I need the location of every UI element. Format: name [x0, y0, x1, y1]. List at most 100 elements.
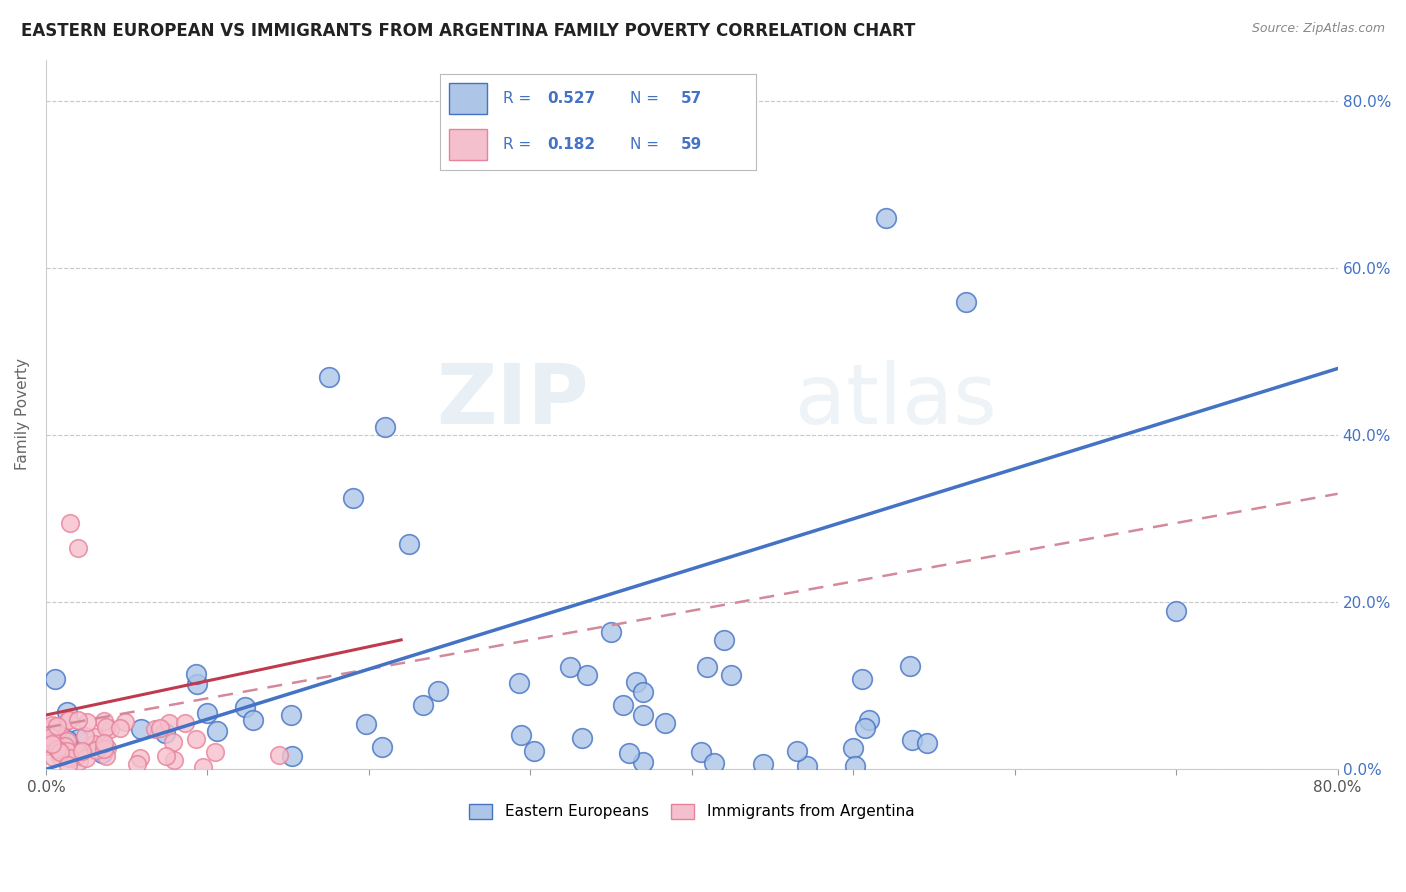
Point [427, 684, 450, 698]
Point [281, 749, 304, 764]
Point [205, 723, 228, 738]
Point [752, 757, 775, 772]
Text: ZIP: ZIP [436, 359, 589, 441]
Point [55, 706, 77, 720]
Text: EASTERN EUROPEAN VS IMMIGRANTS FROM ARGENTINA FAMILY POVERTY CORRELATION CHART: EASTERN EUROPEAN VS IMMIGRANTS FROM ARGE… [21, 22, 915, 40]
Point [48, 740, 70, 755]
Point [858, 713, 880, 727]
Point [35, 739, 58, 753]
Point [508, 675, 530, 690]
Legend: Eastern Europeans, Immigrants from Argentina: Eastern Europeans, Immigrants from Argen… [464, 797, 921, 825]
Point [844, 759, 866, 773]
Point [129, 722, 152, 736]
Point [280, 707, 302, 722]
Point [1166, 604, 1188, 618]
Point [41, 730, 63, 744]
Point [398, 537, 420, 551]
Point [356, 717, 378, 731]
Point [49, 745, 72, 759]
Point [98, 722, 121, 736]
Point [84, 730, 107, 744]
Point [56, 757, 79, 772]
Point [67, 754, 90, 768]
Point [875, 211, 897, 226]
Point [58, 713, 80, 727]
Text: atlas: atlas [796, 359, 997, 441]
Point [59, 516, 82, 530]
Point [523, 744, 546, 758]
Point [42, 735, 65, 749]
Point [53, 739, 76, 754]
Point [955, 294, 977, 309]
Point [617, 747, 640, 761]
Point [374, 420, 396, 434]
Point [371, 739, 394, 754]
Point [51, 739, 73, 753]
Point [186, 677, 208, 691]
Point [412, 698, 434, 712]
Point [242, 714, 264, 728]
Point [41, 721, 63, 735]
Point [155, 726, 177, 740]
Point [510, 728, 533, 742]
Point [56, 743, 79, 757]
Y-axis label: Family Poverty: Family Poverty [15, 359, 30, 470]
Point [56, 713, 79, 727]
Point [267, 748, 290, 763]
Point [67, 745, 90, 759]
Point [149, 721, 172, 735]
Point [174, 716, 197, 731]
Point [96, 741, 118, 756]
Point [654, 715, 676, 730]
Point [96, 720, 118, 734]
Point [713, 632, 735, 647]
Point [93, 736, 115, 750]
Point [44, 672, 66, 686]
Point [186, 731, 208, 746]
Point [842, 740, 865, 755]
Point [917, 736, 939, 750]
Point [318, 370, 340, 384]
Point [83, 737, 105, 751]
Point [45, 738, 67, 752]
Point [76, 715, 98, 730]
Point [631, 755, 654, 769]
Point [127, 757, 149, 772]
Point [633, 708, 655, 723]
Point [93, 714, 115, 728]
Point [56, 733, 79, 747]
Point [696, 659, 718, 673]
Point [67, 541, 90, 555]
Point [703, 756, 725, 770]
Point [65, 748, 87, 763]
Point [571, 731, 593, 745]
Point [41, 718, 63, 732]
Point [48, 722, 70, 736]
Point [46, 741, 69, 756]
Point [626, 674, 648, 689]
Point [155, 748, 177, 763]
Point [157, 716, 180, 731]
Point [163, 753, 186, 767]
Point [233, 699, 256, 714]
Point [204, 745, 226, 759]
Point [42, 749, 65, 764]
Point [600, 624, 623, 639]
Point [110, 721, 132, 735]
Point [901, 732, 924, 747]
Text: Source: ZipAtlas.com: Source: ZipAtlas.com [1251, 22, 1385, 36]
Point [46, 719, 69, 733]
Point [70, 744, 93, 758]
Point [900, 658, 922, 673]
Point [851, 673, 873, 687]
Point [56, 732, 79, 747]
Point [49, 750, 72, 764]
Point [689, 745, 711, 759]
Point [58, 751, 80, 765]
Point [162, 735, 184, 749]
Point [96, 748, 118, 763]
Point [195, 706, 218, 720]
Point [796, 758, 818, 772]
Point [612, 698, 634, 712]
Point [720, 668, 742, 682]
